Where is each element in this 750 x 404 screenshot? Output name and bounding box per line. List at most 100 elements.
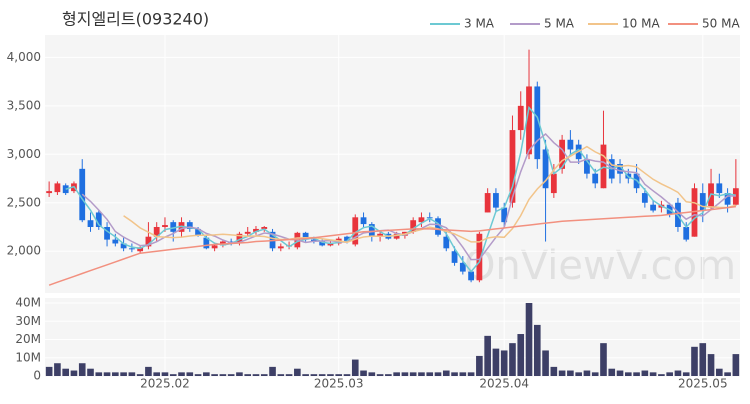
volume-bar bbox=[707, 354, 715, 376]
volume-bar bbox=[724, 372, 731, 376]
volume-bar bbox=[575, 372, 582, 376]
volume-bar bbox=[318, 374, 326, 376]
volume-bar bbox=[633, 372, 640, 376]
volume-bar bbox=[401, 372, 409, 376]
candle-body bbox=[368, 224, 375, 237]
candle-body bbox=[104, 227, 110, 240]
volume-bar bbox=[649, 372, 657, 376]
volume-bar bbox=[112, 372, 119, 376]
volume-bar bbox=[550, 366, 558, 376]
candle-body bbox=[352, 217, 359, 245]
volume-bar bbox=[682, 372, 690, 376]
candle-body bbox=[46, 191, 53, 194]
candle-body bbox=[236, 233, 243, 244]
volume-bar bbox=[484, 335, 491, 376]
volume-bar bbox=[716, 368, 723, 376]
candle-body bbox=[162, 225, 168, 227]
legend-label: 10 MA bbox=[622, 17, 660, 31]
volume-bar bbox=[95, 372, 103, 376]
y-tick-label: 3,000 bbox=[7, 147, 41, 161]
volume-bar bbox=[260, 374, 268, 376]
volume-bar bbox=[302, 374, 309, 376]
candle-body bbox=[302, 232, 309, 240]
volume-bar bbox=[178, 372, 185, 376]
volume-bar bbox=[103, 372, 111, 376]
volume-bar bbox=[426, 372, 434, 376]
volume-bar bbox=[194, 374, 202, 376]
candle-body bbox=[277, 246, 284, 249]
x-tick-label: 2025.04 bbox=[479, 377, 529, 391]
volume-bar bbox=[244, 374, 252, 376]
volume-bar bbox=[120, 372, 127, 376]
x-tick-label: 2025.03 bbox=[314, 377, 364, 391]
x-tick-label: 2025.05 bbox=[678, 377, 728, 391]
volume-bar bbox=[467, 372, 475, 376]
volume-bar bbox=[393, 372, 400, 376]
volume-bar bbox=[360, 370, 367, 376]
volume-bar bbox=[658, 374, 665, 376]
volume-bar bbox=[169, 374, 177, 376]
candle-body bbox=[211, 245, 218, 249]
y-tick-label: 2,500 bbox=[7, 195, 41, 209]
volume-bar bbox=[87, 368, 94, 376]
volume-bar bbox=[699, 343, 707, 376]
volume-bar bbox=[351, 359, 359, 376]
volume-bar bbox=[691, 346, 698, 376]
volume-bar bbox=[459, 372, 467, 376]
volume-bar bbox=[641, 370, 649, 376]
volume-tick-label: 10M bbox=[15, 350, 41, 364]
candle-body bbox=[509, 130, 516, 203]
candle-body bbox=[650, 204, 657, 211]
volume-bar bbox=[128, 372, 136, 376]
volume-bar bbox=[236, 372, 243, 376]
volume-bar bbox=[409, 372, 417, 376]
candle-body bbox=[493, 193, 499, 208]
candle-body bbox=[724, 193, 731, 205]
chart-title: 형지엘리트(093240) bbox=[62, 10, 209, 29]
volume-bar bbox=[335, 374, 343, 376]
volume-bar bbox=[674, 370, 682, 376]
candle-body bbox=[476, 233, 483, 281]
volume-tick-label: 20M bbox=[15, 332, 41, 346]
candle-body bbox=[327, 243, 334, 246]
candle-body bbox=[468, 271, 474, 281]
candle-body bbox=[617, 164, 623, 174]
volume-bar bbox=[62, 368, 69, 376]
candle-body bbox=[344, 236, 350, 242]
volume-bar bbox=[616, 370, 624, 376]
candle-body bbox=[195, 228, 201, 236]
candle-body bbox=[484, 193, 491, 213]
volume-bar bbox=[624, 372, 632, 376]
candle-body bbox=[451, 251, 458, 263]
volume-panel bbox=[45, 298, 740, 377]
volume-bar bbox=[451, 372, 458, 376]
candle-body bbox=[153, 227, 160, 237]
volume-bar bbox=[567, 370, 574, 376]
volume-tick-label: 40M bbox=[15, 296, 41, 310]
candle-body bbox=[393, 233, 400, 239]
volume-bar bbox=[203, 372, 210, 376]
volume-bar bbox=[285, 374, 293, 376]
volume-bar bbox=[583, 370, 591, 376]
candle-body bbox=[319, 241, 326, 246]
volume-bar bbox=[211, 374, 218, 376]
volume-bar bbox=[385, 374, 392, 376]
candle-body bbox=[410, 220, 417, 232]
volume-bar bbox=[666, 372, 673, 376]
candle-body bbox=[584, 159, 590, 174]
candle-body bbox=[95, 212, 102, 227]
candle-body bbox=[128, 248, 135, 250]
candle-body bbox=[542, 149, 549, 189]
volume-bar bbox=[533, 324, 541, 376]
candle-body bbox=[203, 237, 210, 249]
volume-bar bbox=[368, 372, 376, 376]
x-tick-label: 2025.02 bbox=[140, 377, 190, 391]
volume-bar bbox=[525, 303, 533, 376]
candle-body bbox=[559, 139, 566, 169]
y-tick-label: 4,000 bbox=[7, 50, 41, 64]
volume-bar bbox=[492, 348, 500, 376]
candle-body bbox=[244, 231, 251, 234]
candle-body bbox=[87, 220, 94, 227]
